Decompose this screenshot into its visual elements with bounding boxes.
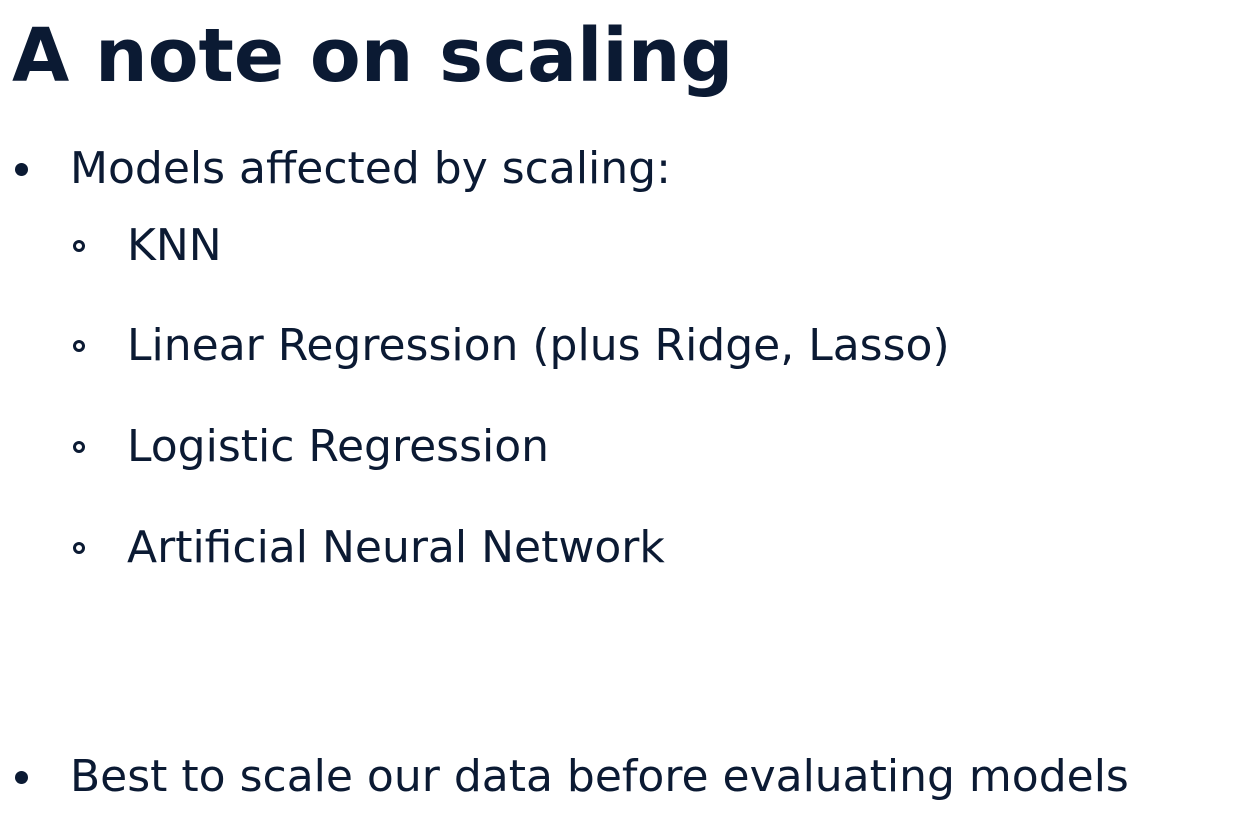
slide-title: A note on scaling (12, 13, 734, 99)
sub-bullet-item-logistic-regression: Logistic Regression (0, 417, 1250, 477)
bullet-item-models-affected: Models affected by scaling: (0, 139, 1250, 199)
bullet-circle-icon (73, 240, 85, 252)
bullet-dot-icon (15, 771, 28, 784)
sub-bullet-text: Logistic Regression (127, 421, 550, 472)
bullet-item-best-to-scale: Best to scale our data before evaluating… (0, 747, 1250, 807)
bullet-text: Best to scale our data before evaluating… (70, 751, 1129, 802)
sub-bullet-text: Linear Regression (plus Ridge, Lasso) (127, 320, 950, 371)
sub-bullet-text: Artificial Neural Network (127, 522, 665, 573)
bullet-circle-icon (73, 441, 85, 453)
bullet-text: Models affected by scaling: (70, 143, 671, 194)
sub-bullet-item-neural-network: Artificial Neural Network (0, 518, 1250, 578)
bullet-circle-icon (73, 340, 85, 352)
bullet-dot-icon (15, 163, 28, 176)
sub-bullet-item-knn: KNN (0, 216, 1250, 276)
sub-bullet-text: KNN (127, 220, 222, 271)
bullet-circle-icon (73, 542, 85, 554)
sub-bullet-item-linear-regression: Linear Regression (plus Ridge, Lasso) (0, 316, 1250, 376)
